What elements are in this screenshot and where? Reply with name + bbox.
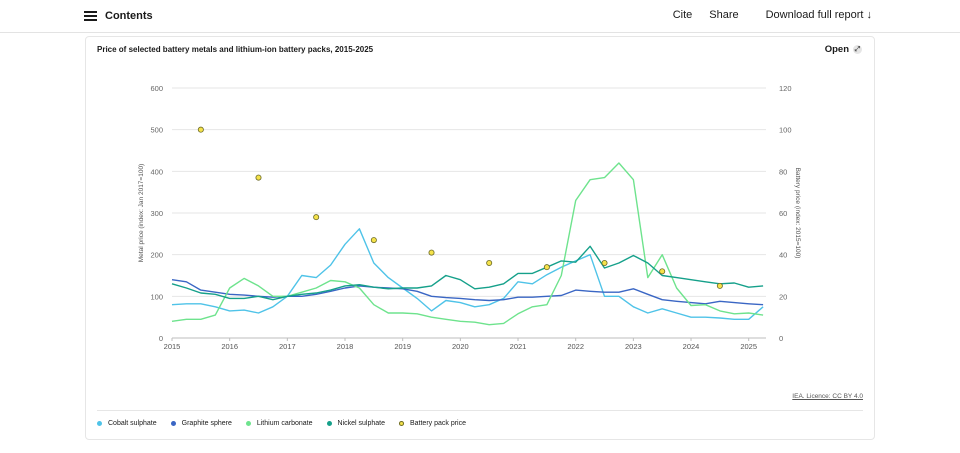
chart-legend: Cobalt sulphate Graphite sphere Lithium ca…: [97, 420, 480, 427]
y2-axis-label: Battery price (index: 2015=100): [794, 168, 801, 259]
series-line-lithium-carbonate: [171, 162, 764, 326]
legend-swatch: [326, 421, 332, 426]
y2-tick-label: 80: [779, 167, 787, 176]
top-bar: Contents Cite Share Download full report…: [0, 0, 960, 33]
y-tick-label: 200: [150, 251, 163, 260]
legend-label: Graphite sphere: [181, 420, 232, 427]
list-menu-icon: [84, 11, 97, 21]
x-tick-label: 2022: [567, 342, 584, 351]
y-axis-label: Metal price (index: Jan 2017=100): [138, 164, 145, 262]
y-tick-label: 400: [150, 167, 163, 176]
data-point-battery-pack-price: [601, 259, 608, 266]
licence-link[interactable]: IEA. Licence: CC BY 4.0: [792, 393, 863, 400]
legend-label: Battery pack price: [409, 420, 467, 427]
chart-card: Price of selected battery metals and lit…: [85, 36, 875, 440]
series-line-nickel-sulphate: [171, 245, 764, 301]
open-label: Open: [824, 44, 849, 55]
x-tick-label: 2020: [452, 342, 469, 351]
x-tick-label: 2024: [683, 342, 700, 351]
x-tick-label: 2018: [337, 342, 354, 351]
download-report-link[interactable]: Download full report ↓: [765, 9, 872, 21]
legend-swatch: [245, 421, 251, 426]
legend-item-cobalt-sulphate[interactable]: Cobalt sulphate: [97, 420, 157, 427]
y-tick-label: 300: [150, 209, 163, 218]
x-tick-label: 2021: [510, 342, 527, 351]
legend-divider: [97, 410, 863, 411]
contents-button[interactable]: Contents: [84, 8, 153, 24]
legend-swatch: [398, 421, 404, 426]
y2-tick-label: 20: [779, 292, 787, 301]
legend-label: Nickel sulphate: [337, 420, 385, 427]
series-line-graphite-sphere: [171, 279, 764, 306]
data-point-battery-pack-price: [255, 174, 262, 181]
share-link[interactable]: Share: [709, 9, 739, 21]
legend-label: Cobalt sulphate: [108, 420, 157, 427]
data-point-battery-pack-price: [313, 214, 320, 221]
x-tick-label: 2019: [394, 342, 411, 351]
y2-tick-label: 120: [779, 84, 792, 93]
y2-tick-label: 60: [779, 209, 787, 218]
contents-label: Contents: [105, 10, 153, 22]
y-tick-label: 500: [150, 126, 163, 135]
legend-item-graphite-sphere[interactable]: Graphite sphere: [170, 420, 232, 427]
x-tick-label: 2017: [279, 342, 296, 351]
expand-icon: ⤢: [853, 45, 862, 54]
y-tick-label: 600: [150, 84, 163, 93]
data-point-battery-pack-price: [659, 268, 666, 275]
legend-label: Lithium carbonate: [256, 420, 313, 427]
y2-tick-label: 0: [779, 334, 783, 343]
legend-item-battery-pack-price[interactable]: Battery pack price: [398, 420, 467, 427]
y2-tick-label: 40: [779, 251, 787, 260]
legend-item-nickel-sulphate[interactable]: Nickel sulphate: [326, 420, 385, 427]
legend-swatch: [97, 421, 102, 426]
x-tick-label: 2016: [221, 342, 238, 351]
chart-title: Price of selected battery metals and lit…: [97, 45, 374, 54]
y-tick-label: 0: [159, 334, 163, 343]
cite-link[interactable]: Cite: [672, 9, 693, 21]
data-point-battery-pack-price: [716, 282, 723, 289]
y-tick-label: 100: [150, 292, 163, 301]
data-point-battery-pack-price: [543, 264, 550, 271]
series-line-cobalt-sulphate: [171, 228, 764, 320]
data-point-battery-pack-price: [370, 237, 377, 244]
x-tick-label: 2015: [164, 342, 181, 351]
x-tick-label: 2025: [740, 342, 757, 351]
data-point-battery-pack-price: [486, 259, 493, 266]
data-point-battery-pack-price: [428, 249, 435, 256]
x-tick-label: 2023: [625, 342, 642, 351]
header-actions: Cite Share Download full report ↓: [673, 9, 872, 21]
legend-item-lithium-carbonate[interactable]: Lithium carbonate: [245, 420, 313, 427]
open-button[interactable]: Open ⤢: [825, 44, 862, 55]
data-point-battery-pack-price: [197, 126, 204, 133]
legend-swatch: [170, 421, 176, 426]
y2-tick-label: 100: [779, 126, 792, 135]
